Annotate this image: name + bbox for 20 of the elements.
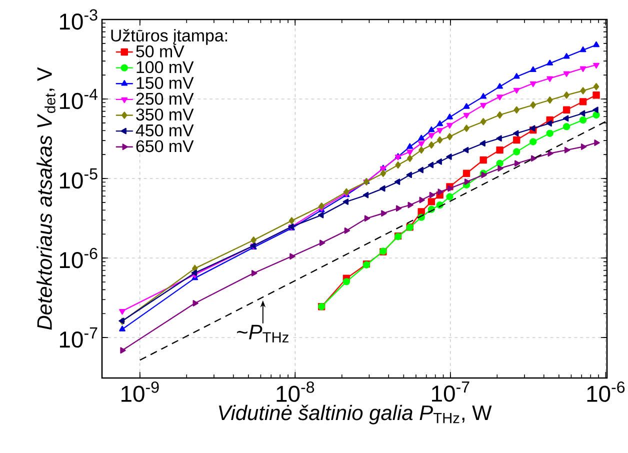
legend-label: 250 mV — [136, 92, 194, 105]
x-tick-label: 10$^{-6}$ — [587, 382, 625, 402]
y-tick-label: 10$^{-5}$ — [60, 168, 98, 189]
legend-label: 450 mV — [136, 124, 194, 136]
x-tick-label: 10$^{-9}$ — [122, 382, 159, 402]
y-tick-label: 10$^{-6}$ — [60, 248, 98, 268]
x-tick-label: 10$^{-7}$ — [432, 382, 470, 402]
y-tick-label: 10$^{-3}$ — [60, 9, 98, 30]
legend-label: 350 mV — [136, 108, 194, 121]
legend-label: 150 mV — [136, 76, 194, 89]
legend-title: Užtūros įtampa: — [111, 29, 227, 45]
x-axis-title: Vidutinė šaltinio galia P$_{THz}$, W — [218, 404, 492, 424]
annotation: ~P$_{THz}$ — [237, 324, 288, 342]
y-axis-title: Detektoriaus atsakas V$_{det}$, V — [36, 67, 56, 330]
legend-label: 100 mV — [136, 61, 194, 74]
legend-label: 650 mV — [136, 140, 194, 152]
y-tick-label: 10$^{-4}$ — [60, 88, 98, 110]
legend-label: 50 mV — [136, 45, 184, 58]
y-tick-label: 10$^{-7}$ — [60, 327, 98, 348]
x-tick-label: 10$^{-8}$ — [276, 382, 314, 402]
